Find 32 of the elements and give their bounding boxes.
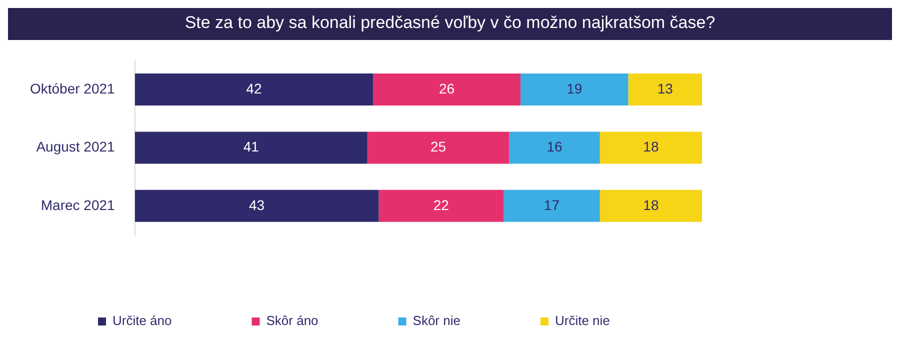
bar [503,190,600,222]
y-tick-label: Marec 2021 [40,196,116,213]
bar [600,190,702,222]
bar [134,190,379,222]
legend-label: Určite áno [112,313,172,328]
bar [134,132,368,164]
bar [373,73,521,106]
legend-label: Určite nie [554,313,610,328]
legend-label: Skôr áno [266,313,318,328]
data-label: 13 [657,80,674,96]
data-label: 42 [246,80,262,96]
bar [628,73,702,106]
data-label: 22 [433,196,450,213]
bar [600,132,702,164]
data-label: 18 [643,196,659,213]
y-tick-label: Október 2021 [30,80,116,96]
data-label: 17 [544,196,560,213]
bar [509,132,600,164]
bar [378,190,504,222]
data-label: 25 [430,138,446,155]
y-tick-label: August 2021 [36,138,116,155]
bar [367,132,510,164]
bar [134,73,374,106]
legend-label: Skôr nie [412,313,460,328]
data-label: 16 [546,138,563,155]
data-label: 19 [566,80,582,96]
data-label: 26 [438,80,455,96]
bar [520,73,628,106]
data-label: 18 [643,138,659,155]
data-label: 41 [243,138,260,155]
data-label: 43 [248,196,265,213]
chart-title: Ste za to aby sa konali predčasné voľby v čo možno najkratšom čase? [8,8,892,40]
